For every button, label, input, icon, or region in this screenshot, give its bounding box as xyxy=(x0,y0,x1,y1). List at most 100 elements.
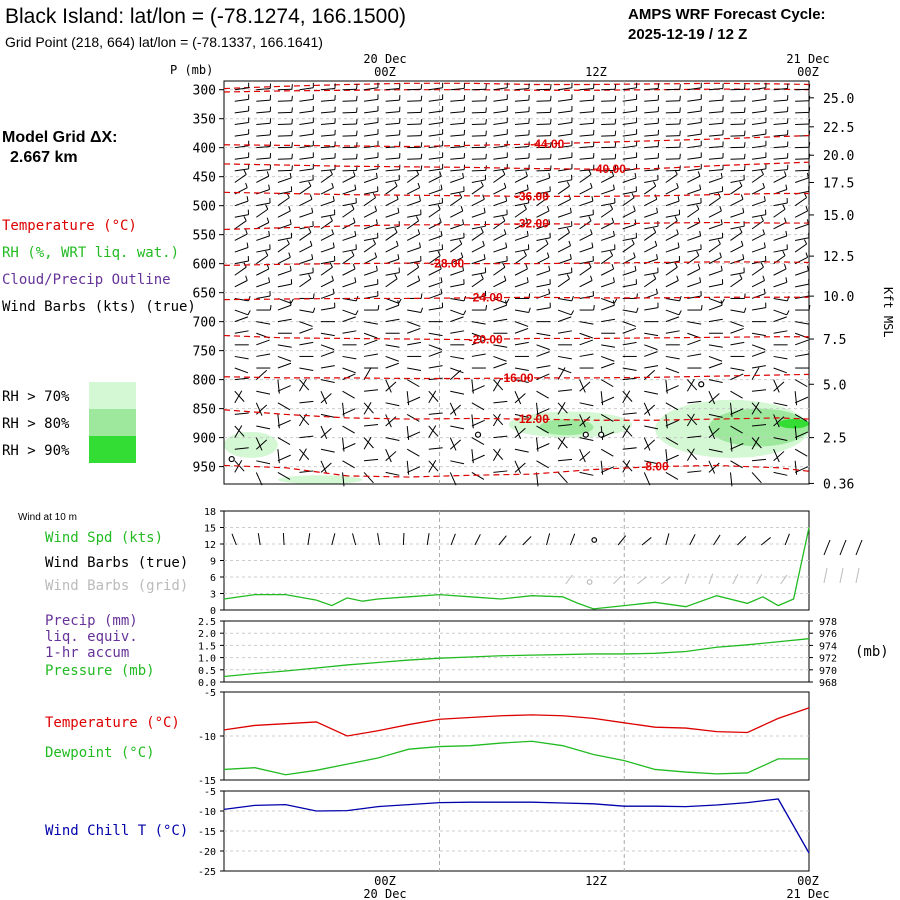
wind-barb-flag xyxy=(679,84,681,90)
height-tick-label: 17.5 xyxy=(823,176,854,191)
wind-barb xyxy=(493,362,507,369)
wind-barb xyxy=(428,110,443,114)
wind-barb xyxy=(428,133,443,137)
wind-barb xyxy=(622,270,637,276)
wind-barb xyxy=(557,258,572,265)
height-tick-label: 22.5 xyxy=(823,121,854,136)
height-tick-label: 5.0 xyxy=(823,378,846,393)
wind-barb xyxy=(644,157,659,160)
temperature-contour-label: -12.00 xyxy=(515,412,549,426)
wind-barb xyxy=(320,351,335,357)
wind-barb-flag xyxy=(655,288,658,294)
wind-barb xyxy=(773,414,780,428)
value-tick-label: 2.0 xyxy=(198,629,216,640)
wind-barb xyxy=(342,268,356,276)
wind-barb xyxy=(450,297,465,302)
pressure-tick-label: 900 xyxy=(193,432,216,447)
wind-barb xyxy=(514,327,529,334)
wind-barb-flag xyxy=(569,207,572,213)
wind-barb xyxy=(751,200,766,207)
wind-barb xyxy=(320,391,328,405)
value-tick-label: 1.5 xyxy=(198,641,216,652)
wind-barb xyxy=(514,268,528,276)
wind-barb xyxy=(256,281,270,288)
wind-barb-flag xyxy=(593,305,595,311)
value-tick-label: -20 xyxy=(198,847,216,858)
wind-barb xyxy=(492,448,501,462)
wind-barb xyxy=(687,400,702,404)
bottom-tick-12z: 12Z xyxy=(585,874,607,888)
wind-barb xyxy=(493,156,508,160)
wind-barb xyxy=(493,304,507,311)
wind-barb-flag xyxy=(291,153,293,159)
wind-barb-flag xyxy=(785,277,788,283)
wind-barb xyxy=(708,379,723,384)
wind-barb-flag xyxy=(783,171,787,177)
wind-barb-flag xyxy=(439,264,442,270)
wind-barb xyxy=(364,424,379,427)
wind-barb xyxy=(536,332,551,337)
wind-barb xyxy=(234,377,249,381)
surface-wind-barb xyxy=(665,533,670,546)
wind-barb-flag xyxy=(699,277,702,283)
wind-barb xyxy=(406,413,420,422)
temperature-contour xyxy=(223,261,810,266)
wind-barb xyxy=(407,341,422,346)
wind-barb-flag xyxy=(808,305,811,311)
wind-barb xyxy=(686,413,695,427)
wind-barb-flag xyxy=(245,229,248,235)
wind-barb-flag xyxy=(631,192,635,198)
wind-barb xyxy=(342,373,356,381)
wind-barb xyxy=(665,187,679,195)
wind-barb xyxy=(665,280,679,288)
wind-barb xyxy=(234,309,249,316)
wind-barb-flag xyxy=(485,84,487,90)
surface-wind-barb xyxy=(231,533,237,546)
wind-barb xyxy=(363,177,378,183)
wind-barb-flag xyxy=(329,216,333,222)
wind-barb xyxy=(557,367,572,374)
pressure-tick-label: 550 xyxy=(193,229,216,244)
wind-barb xyxy=(708,177,723,183)
wind-barb xyxy=(622,223,637,230)
wind-barb xyxy=(234,260,249,265)
series-line-dewpoint xyxy=(223,740,809,776)
top-tick-00z-a: 00Z xyxy=(374,65,396,79)
wind-barb xyxy=(687,448,698,460)
wind-barb xyxy=(428,255,441,265)
wind-barb xyxy=(536,351,550,357)
wind-barb xyxy=(299,309,314,313)
wind-barb xyxy=(644,332,659,337)
wind-barb xyxy=(644,390,659,395)
surface-wind-barb xyxy=(737,536,747,546)
wind-barb xyxy=(536,270,550,276)
surface-wind-barb xyxy=(569,533,576,546)
wind-barb-flag xyxy=(550,84,552,90)
wind-barb xyxy=(320,462,332,473)
wind-barb xyxy=(428,122,443,125)
value-tick-label: 6 xyxy=(210,573,216,584)
temperature-contour-label: -40.00 xyxy=(592,162,626,176)
wind-barb xyxy=(256,321,271,325)
grid-wind-barb xyxy=(823,567,828,584)
wind-barb xyxy=(622,197,635,207)
wind-barb xyxy=(342,425,355,434)
wind-barb xyxy=(428,390,437,404)
wind-barb-flag xyxy=(782,250,786,256)
wind-barb xyxy=(406,431,421,439)
wind-barb xyxy=(385,297,399,304)
page-title: Black Island: lat/lon = (-78.1274, 166.1… xyxy=(5,5,406,28)
right-tick-label: 974 xyxy=(819,641,837,652)
value-tick-label: 2.5 xyxy=(198,617,216,628)
wind-barb xyxy=(708,355,723,362)
pressure-tick-label: 500 xyxy=(193,200,216,215)
pressure-unit-right: (mb) xyxy=(855,644,889,660)
wind-barb xyxy=(708,190,723,195)
temperature-contour xyxy=(223,191,809,197)
wind-barb xyxy=(665,247,680,253)
wind-barb xyxy=(514,425,522,440)
wind-barb xyxy=(514,202,529,207)
wind-barb-flag xyxy=(246,196,249,202)
wind-barb xyxy=(751,174,764,183)
wind-barb xyxy=(471,258,486,265)
